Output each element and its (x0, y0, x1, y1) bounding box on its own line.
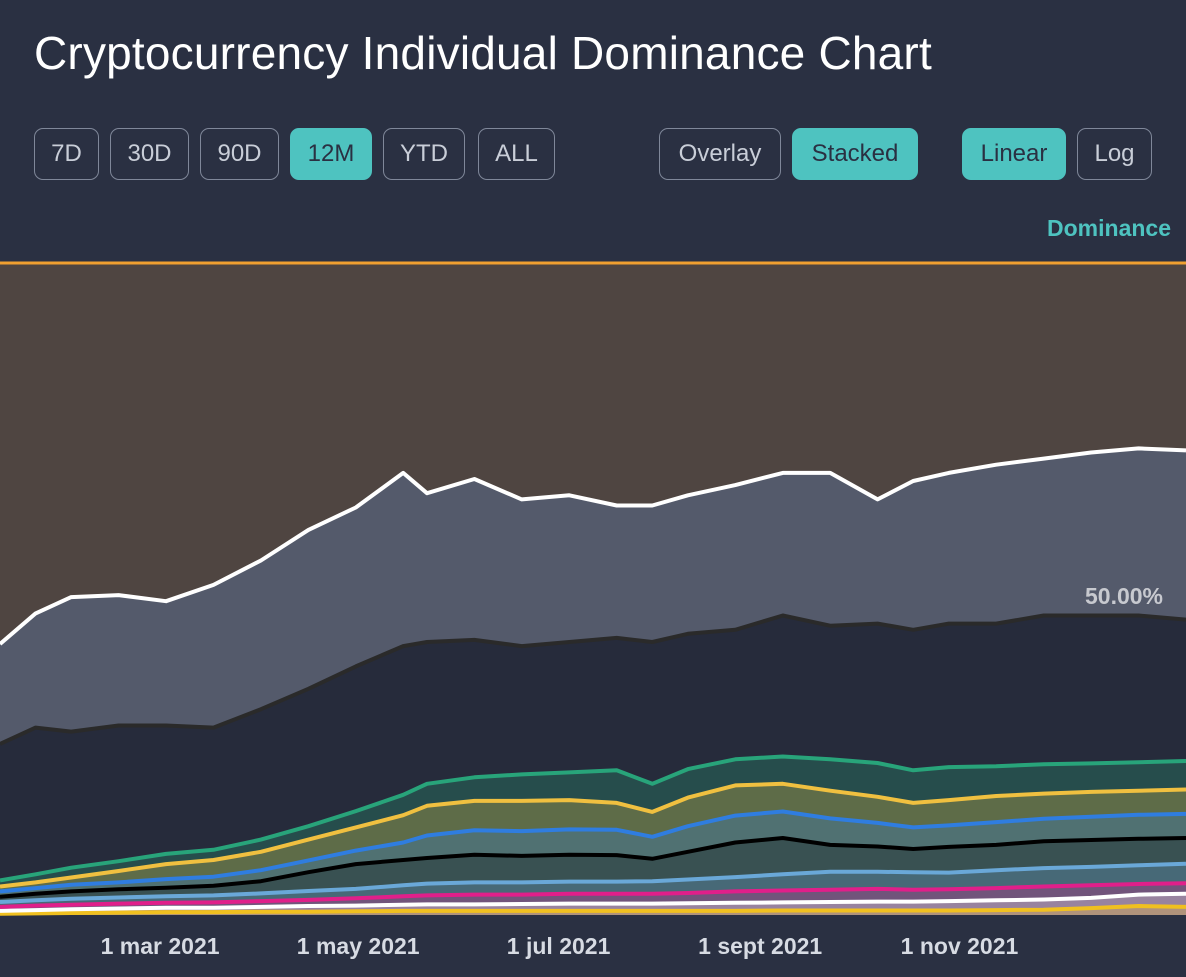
page-title: Cryptocurrency Individual Dominance Char… (34, 27, 932, 79)
series-line-0 (0, 904, 1186, 916)
series-line-3 (0, 861, 1186, 904)
series-line-9 (0, 446, 1186, 646)
percent-label: 50.00% (1085, 583, 1163, 609)
range-button-12m[interactable]: 12M (290, 128, 372, 180)
overlay-mode-button[interactable]: Overlay (659, 128, 781, 180)
y-axis-title: Dominance (1047, 215, 1171, 241)
x-tick-label: 1 jul 2021 (507, 933, 611, 959)
series-line-8 (0, 613, 1186, 746)
stacked-mode-button[interactable]: Stacked (792, 128, 918, 180)
linear-scale-button[interactable]: Linear (962, 128, 1066, 180)
x-tick-label: 1 mar 2021 (101, 933, 220, 959)
range-button-7d[interactable]: 7D (34, 128, 99, 180)
series-area-6 (0, 783, 1186, 915)
series-line-2 (0, 881, 1186, 909)
dominance-chart: 50.00% 1 mar 2021 1 may 2021 1 jul 2021 1 s… (0, 261, 1186, 959)
series-line-6 (0, 781, 1186, 889)
range-button-all[interactable]: ALL (478, 128, 555, 180)
series-line-7 (0, 754, 1186, 883)
series-area-8 (0, 615, 1186, 915)
range-button-90d[interactable]: 90D (200, 128, 279, 180)
log-scale-button[interactable]: Log (1077, 128, 1152, 180)
x-tick-label: 1 may 2021 (297, 933, 420, 959)
x-tick-label: 1 sept 2021 (698, 933, 822, 959)
x-tick-label: 1 nov 2021 (901, 933, 1019, 959)
series-line-4 (0, 836, 1186, 899)
series-area-4 (0, 838, 1186, 915)
range-button-30d[interactable]: 30D (110, 128, 189, 180)
range-button-ytd[interactable]: YTD (383, 128, 465, 180)
series-line-1 (0, 891, 1186, 913)
x-axis-ticks: 1 mar 2021 1 may 2021 1 jul 2021 1 sept 202… (101, 933, 1019, 959)
series-line-5 (0, 809, 1186, 894)
series-layer (0, 446, 1186, 916)
